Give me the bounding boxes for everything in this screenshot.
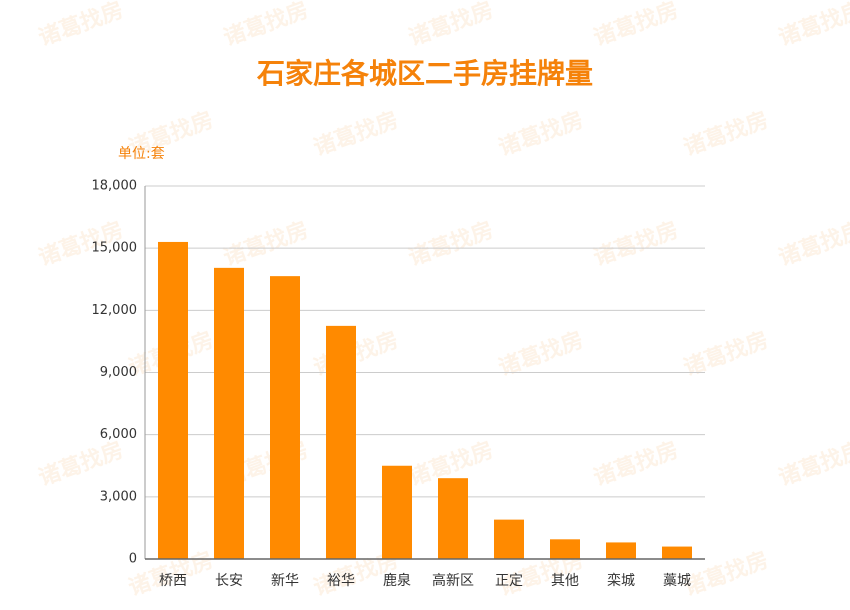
watermark: 诸葛找房 xyxy=(405,217,497,272)
x-tick-label: 栾城 xyxy=(607,572,635,589)
watermark: 诸葛找房 xyxy=(590,437,682,492)
bar xyxy=(326,325,356,559)
bar xyxy=(438,478,468,559)
bar xyxy=(270,276,300,559)
x-tick-label: 正定 xyxy=(495,573,523,589)
bar xyxy=(158,241,188,559)
y-tick-label: 6,000 xyxy=(100,427,137,442)
watermark: 诸葛找房 xyxy=(680,107,772,162)
watermark: 诸葛找房 xyxy=(775,0,850,51)
y-tick-label: 0 xyxy=(129,552,137,567)
x-tick-label: 裕华 xyxy=(327,573,355,589)
bar xyxy=(606,542,636,559)
x-tick-label: 其他 xyxy=(551,573,579,589)
watermark: 诸葛找房 xyxy=(590,0,682,51)
y-tick-label: 9,000 xyxy=(100,365,137,380)
x-tick-label: 鹿泉 xyxy=(383,572,411,589)
y-tick-label: 15,000 xyxy=(92,241,138,256)
chart-title: 石家庄各城区二手房挂牌量 xyxy=(256,57,593,90)
unit-label: 单位:套 xyxy=(118,146,165,162)
watermark: 诸葛找房 xyxy=(495,107,587,162)
watermark: 诸葛找房 xyxy=(680,547,772,602)
x-tick-label: 新华 xyxy=(271,573,299,589)
y-tick-label: 3,000 xyxy=(100,489,137,504)
bar xyxy=(662,546,692,559)
x-tick-label: 高新区 xyxy=(432,572,474,589)
watermark: 诸葛找房 xyxy=(590,217,682,272)
watermark: 诸葛找房 xyxy=(495,327,587,382)
watermark: 诸葛找房 xyxy=(405,0,497,51)
watermark: 诸葛找房 xyxy=(220,217,312,272)
y-tick-label: 12,000 xyxy=(92,303,138,318)
x-tick-label: 桥西 xyxy=(159,573,187,589)
watermark: 诸葛找房 xyxy=(35,0,127,51)
watermark: 诸葛找房 xyxy=(310,327,402,382)
bar xyxy=(494,519,524,559)
x-tick-label: 藁城 xyxy=(663,573,691,589)
watermark: 诸葛找房 xyxy=(310,107,402,162)
watermark: 诸葛找房 xyxy=(680,327,772,382)
x-tick-label: 长安 xyxy=(215,573,243,589)
bar xyxy=(214,267,244,559)
watermark: 诸葛找房 xyxy=(775,437,850,492)
bar xyxy=(550,539,580,559)
watermark: 诸葛找房 xyxy=(775,217,850,272)
watermark: 诸葛找房 xyxy=(35,437,127,492)
y-tick-label: 18,000 xyxy=(92,179,138,194)
watermark: 诸葛找房 xyxy=(220,0,312,51)
bar xyxy=(382,465,412,559)
